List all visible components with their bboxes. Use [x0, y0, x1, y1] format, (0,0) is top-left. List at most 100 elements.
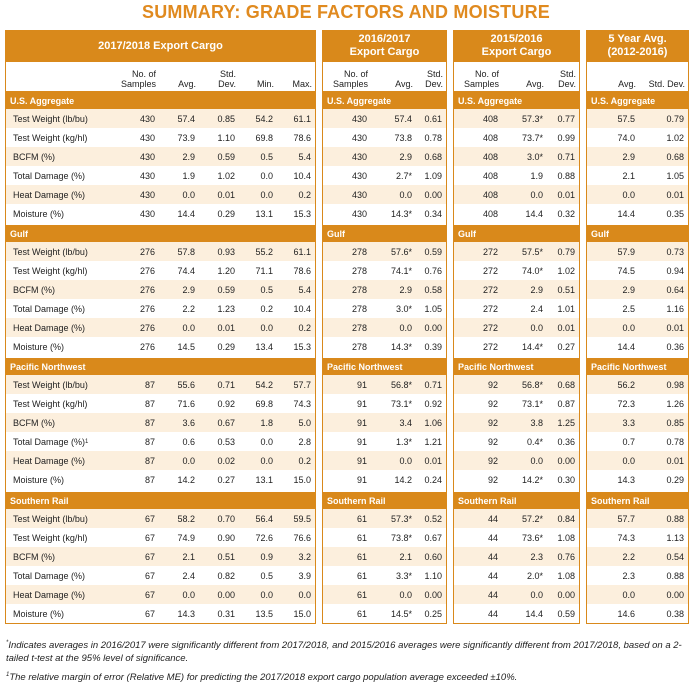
row-label-text: Moisture (%) [13, 608, 65, 619]
table-cell: 0.2 [298, 322, 311, 333]
table-cell: 0.2 [260, 303, 273, 314]
table-cell: 0.87 [557, 398, 575, 409]
row-label-text: BCFM (%) [13, 151, 55, 162]
row-label: BCFM (%) [5, 147, 110, 166]
row-label: Total Damage (%) [5, 566, 110, 585]
table-cell: 92 [487, 417, 498, 428]
table-cell: 0.34 [424, 208, 442, 219]
table-cell: 67 [144, 532, 155, 543]
table-cell: 74.3 [617, 532, 635, 543]
table-cell: 14.4 [525, 608, 543, 619]
table-cell: 44 [487, 551, 498, 562]
table-cell: 74.0* [521, 265, 543, 276]
table-cell: 14.3* [390, 341, 412, 352]
row-label-text: Test Weight (kg/hl) [13, 265, 88, 276]
table-cell: 0.0 [260, 455, 273, 466]
row-label-text: BCFM (%) [13, 551, 55, 562]
table-cell: 15.0 [293, 474, 311, 485]
table-cell: 0.88 [666, 513, 684, 524]
table-cell: 0.68 [557, 379, 575, 390]
row-background [323, 109, 446, 128]
row-background [323, 547, 446, 566]
table-cell: 14.4* [521, 341, 543, 352]
page-title: SUMMARY: GRADE FACTORS AND MOISTURE [141, 2, 550, 22]
table-cell: 14.4 [177, 208, 195, 219]
table-cell: 2.1 [399, 551, 412, 562]
table-cell: 87 [144, 417, 155, 428]
table-cell: 3.0* [526, 151, 543, 162]
table-cell: 91 [356, 474, 367, 485]
table-cell: 1.01 [557, 303, 575, 314]
table-cell: 61 [356, 608, 367, 619]
table-cell: 91 [356, 398, 367, 409]
table-cell: 0.9 [260, 551, 273, 562]
table-cell: 0.67 [424, 532, 442, 543]
table-cell: 0.27 [217, 474, 235, 485]
column-header: Avg. [372, 62, 417, 92]
table-cell: 72.6 [255, 532, 273, 543]
table-cell: 272 [482, 303, 498, 314]
region-header: Gulf [586, 225, 689, 242]
table-cell: 2.9 [399, 284, 412, 295]
table-cell: 78.6 [293, 132, 311, 143]
table-cell: 73.1* [521, 398, 543, 409]
table-cell: 74.5 [617, 265, 635, 276]
table-cell: 0.0 [622, 189, 635, 200]
table-cell: 13.5 [255, 608, 273, 619]
table-cell: 0.32 [557, 208, 575, 219]
row-label: Moisture (%) [5, 604, 110, 623]
row-background [454, 413, 579, 432]
table-cell: 92 [487, 474, 498, 485]
region-header: Gulf [322, 225, 447, 242]
table-cell: 0.36 [666, 341, 684, 352]
row-label: Test Weight (kg/hl) [5, 128, 110, 147]
table-cell: 91 [356, 379, 367, 390]
table-cell: 0.60 [424, 551, 442, 562]
table-cell: 56.2 [617, 379, 635, 390]
table-cell: 15.3 [293, 341, 311, 352]
region-header: Southern Rail [322, 492, 447, 509]
row-label: Heat Damage (%) [5, 185, 110, 204]
table-cell: 430 [139, 170, 155, 181]
row-background [454, 318, 579, 337]
table-cell: 0.30 [557, 474, 575, 485]
table-cell: 2.0* [526, 570, 543, 581]
table-cell: 272 [482, 322, 498, 333]
region-header: U.S. Aggregate [586, 92, 689, 109]
region-header: Pacific Northwest [453, 358, 580, 375]
row-background [454, 185, 579, 204]
column-header: Max. [278, 62, 316, 92]
table-cell: 10.4 [293, 170, 311, 181]
table-cell: 0.0 [298, 589, 311, 600]
table-cell: 0.00 [424, 589, 442, 600]
table-cell: 14.4 [525, 208, 543, 219]
table-cell: 0.59 [557, 608, 575, 619]
table-cell: 2.3 [622, 570, 635, 581]
table-cell: 272 [482, 246, 498, 257]
table-cell: 44 [487, 608, 498, 619]
table-cell: 0.82 [217, 570, 235, 581]
panel-title-text: 5 Year Avg. (2012-2016) [607, 33, 668, 58]
table-cell: 67 [144, 589, 155, 600]
row-label-text: Heat Damage (%) [13, 455, 86, 466]
table-cell: 0.01 [217, 322, 235, 333]
region-header: Gulf [453, 225, 580, 242]
table-cell: 13.4 [255, 341, 273, 352]
row-background [323, 280, 446, 299]
row-label: Total Damage (%) 1 [5, 432, 110, 451]
table-cell: 74.3 [293, 398, 311, 409]
row-label-text: Total Damage (%) [13, 170, 86, 181]
table-cell: 0.64 [666, 284, 684, 295]
row-label: Moisture (%) [5, 204, 110, 223]
row-label: Heat Damage (%) [5, 585, 110, 604]
column-header: Min. [240, 62, 278, 92]
table-cell: 2.5 [622, 303, 635, 314]
table-cell: 0.5 [260, 151, 273, 162]
table-cell: 3.3 [622, 417, 635, 428]
row-background [454, 509, 579, 528]
table-cell: 408 [482, 170, 498, 181]
row-label: Moisture (%) [5, 337, 110, 356]
table-cell: 1.23 [217, 303, 235, 314]
table-cell: 0.0 [260, 189, 273, 200]
table-cell: 92 [487, 398, 498, 409]
